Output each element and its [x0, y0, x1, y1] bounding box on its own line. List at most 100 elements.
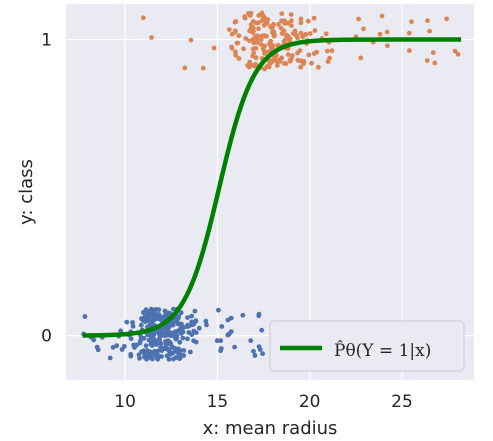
point-class-0: [180, 335, 186, 341]
point-class-1: [243, 36, 249, 41]
point-class-0: [148, 312, 153, 318]
point-class-0: [121, 344, 127, 349]
point-class-1: [455, 51, 461, 57]
point-class-1: [258, 41, 264, 47]
point-class-1: [298, 16, 304, 22]
point-class-1: [254, 37, 260, 43]
legend: P̂θ(Y = 1|x): [269, 320, 465, 372]
point-class-1: [385, 43, 390, 49]
point-class-0: [82, 314, 88, 319]
point-class-1: [253, 45, 259, 51]
point-class-1: [233, 52, 239, 58]
point-class-0: [171, 306, 176, 312]
point-class-1: [281, 28, 287, 34]
point-class-0: [128, 351, 134, 357]
point-class-1: [298, 64, 304, 70]
point-class-0: [218, 348, 224, 354]
point-class-0: [146, 332, 152, 338]
x-tick-label: 20: [299, 392, 321, 412]
point-class-0: [130, 323, 136, 329]
point-class-1: [283, 36, 289, 41]
point-class-1: [268, 38, 274, 44]
point-class-0: [154, 342, 160, 347]
point-class-1: [299, 58, 305, 64]
point-class-1: [282, 18, 287, 24]
point-class-1: [276, 22, 281, 27]
point-class-0: [256, 311, 262, 317]
point-class-0: [177, 339, 183, 345]
point-class-0: [146, 337, 152, 343]
point-class-0: [150, 356, 155, 362]
point-class-0: [203, 318, 209, 324]
point-class-0: [162, 313, 168, 319]
point-class-0: [136, 352, 142, 358]
point-class-1: [263, 19, 269, 25]
point-class-1: [311, 15, 317, 21]
y-tick-label: 1: [41, 31, 52, 51]
point-class-0: [141, 335, 147, 341]
point-class-1: [295, 50, 300, 56]
point-class-1: [316, 64, 321, 70]
point-class-1: [256, 13, 262, 18]
point-class-1: [288, 18, 294, 24]
point-class-0: [218, 338, 224, 344]
point-class-0: [175, 321, 181, 327]
point-class-0: [185, 336, 190, 342]
point-class-0: [166, 356, 172, 362]
point-class-1: [262, 16, 268, 21]
point-class-0: [168, 352, 173, 357]
point-class-0: [124, 319, 130, 325]
point-class-0: [178, 310, 184, 316]
point-class-1: [229, 31, 235, 37]
x-tick-label: 25: [391, 392, 413, 412]
point-class-1: [309, 60, 314, 66]
point-class-0: [170, 322, 176, 328]
point-class-0: [152, 348, 157, 354]
point-class-1: [270, 45, 275, 50]
point-class-1: [271, 33, 277, 39]
x-tick-label: 10: [114, 392, 136, 412]
point-class-1: [281, 61, 287, 66]
x-axis-label: x: mean radius: [203, 418, 338, 439]
legend-label: P̂θ(Y = 1|x): [334, 341, 431, 361]
point-class-0: [259, 327, 265, 333]
point-class-1: [263, 49, 269, 55]
point-class-0: [173, 331, 178, 337]
point-class-0: [158, 314, 164, 320]
point-class-0: [178, 352, 184, 358]
point-class-1: [211, 45, 217, 51]
point-class-1: [427, 28, 432, 34]
point-class-1: [409, 19, 414, 25]
point-class-1: [248, 62, 254, 68]
point-class-1: [274, 63, 280, 68]
point-class-1: [262, 33, 268, 39]
point-class-1: [232, 19, 238, 25]
point-class-0: [149, 343, 155, 348]
point-class-1: [307, 31, 313, 36]
point-class-0: [158, 345, 164, 351]
point-class-0: [228, 315, 234, 321]
point-class-1: [356, 16, 361, 22]
point-class-0: [188, 349, 193, 355]
point-class-0: [260, 351, 265, 357]
point-class-1: [288, 56, 294, 62]
point-class-1: [285, 52, 291, 57]
point-class-0: [192, 308, 198, 314]
point-class-1: [358, 55, 364, 61]
point-class-0: [189, 313, 195, 319]
point-class-0: [159, 354, 164, 359]
point-class-1: [289, 23, 294, 28]
point-class-0: [132, 345, 137, 350]
point-class-1: [236, 56, 242, 61]
point-class-0: [225, 332, 231, 338]
point-class-0: [193, 330, 199, 335]
point-class-1: [312, 28, 318, 33]
point-class-0: [168, 341, 174, 346]
point-class-1: [430, 50, 436, 56]
point-class-1: [324, 48, 330, 54]
point-class-0: [155, 352, 161, 358]
point-class-1: [298, 20, 304, 26]
point-class-1: [444, 16, 449, 22]
point-class-1: [200, 65, 206, 71]
point-class-0: [138, 338, 143, 344]
